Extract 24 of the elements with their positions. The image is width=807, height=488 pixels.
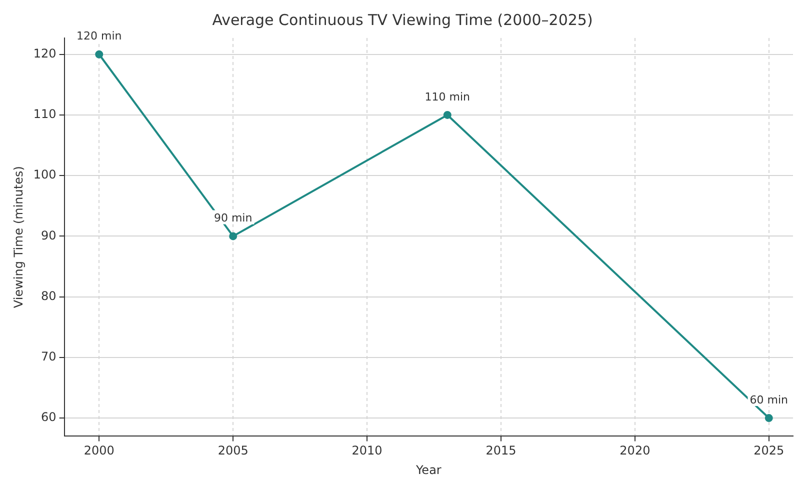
y-tick-label: 120 xyxy=(33,46,56,60)
x-tick-label: 2015 xyxy=(486,444,516,458)
x-axis-title: Year xyxy=(414,462,442,477)
point xyxy=(95,50,104,58)
y-tick-label: 100 xyxy=(33,168,56,182)
x-tick-label: 2020 xyxy=(620,444,650,458)
y-tick-label: 70 xyxy=(41,350,56,364)
x-tick-label: 2005 xyxy=(218,444,248,458)
y-tick-label: 80 xyxy=(41,288,56,303)
x-tick-label: 2025 xyxy=(754,444,784,458)
chart-title: Average Continuous TV Viewing Time (2000–2025) xyxy=(212,10,593,29)
y-tick-label: 60 xyxy=(41,410,56,424)
point xyxy=(764,414,773,422)
y-tick-label: 90 xyxy=(41,228,56,242)
point xyxy=(229,232,238,240)
x-tick-label: 2010 xyxy=(352,444,382,458)
data-label: 120 min xyxy=(76,30,122,43)
data-label: 60 min xyxy=(750,393,788,406)
y-axis-title: Viewing Time (minutes) xyxy=(11,166,26,308)
data-label: 90 min xyxy=(214,212,252,225)
data-label: 110 min xyxy=(424,90,470,104)
point xyxy=(443,110,452,119)
y-tick-label: 110 xyxy=(33,107,56,122)
x-tick-label: 2000 xyxy=(84,444,114,458)
